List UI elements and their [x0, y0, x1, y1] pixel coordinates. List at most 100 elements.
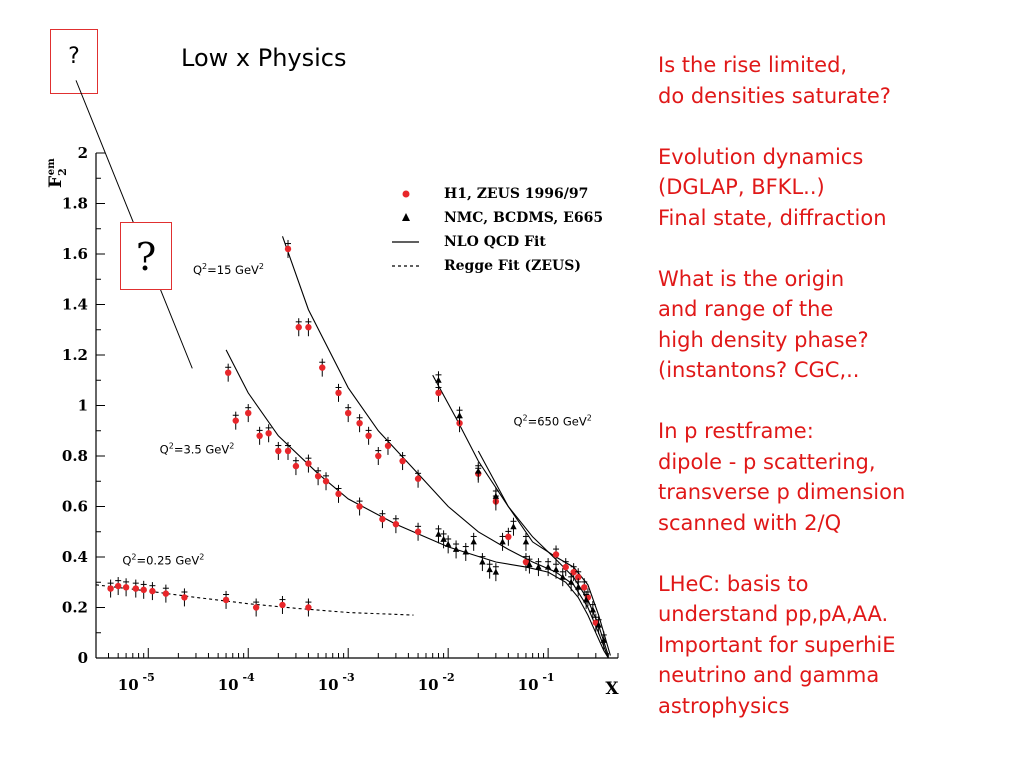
y-tick-label: 0: [78, 649, 88, 667]
h1-zeus-point: [305, 460, 312, 467]
nmc-bcdms-e665-point: [510, 523, 517, 530]
nmc-bcdms-e665-point: [492, 568, 500, 575]
note-line: neutrino and gamma: [658, 663, 880, 687]
h1-zeus-point: [305, 324, 312, 331]
h1-zeus-point: [132, 585, 139, 592]
h1-zeus-point: [575, 574, 582, 581]
h1-zeus-point: [356, 419, 363, 427]
nmc-bcdms-e665-point: [522, 538, 530, 545]
h1-zeus-point: [384, 442, 392, 450]
nmc-bcdms-e665-point: [595, 621, 602, 628]
nmc-bcdms-e665-point: [444, 540, 452, 547]
h1-zeus-point: [392, 520, 400, 528]
note-line: understand pp,pA,AA.: [658, 602, 889, 626]
legend-label: Regge Fit (ZEUS): [444, 258, 581, 274]
h1-zeus-point: [322, 478, 330, 485]
nmc-bcdms-e665-point: [589, 606, 597, 613]
h1-zeus-point: [222, 596, 230, 604]
note-paragraph: In p restframe: dipole - p scattering, tra…: [658, 416, 1018, 538]
h1-zeus-point: [275, 447, 282, 455]
x-axis-title: X: [605, 679, 619, 699]
note-line: and range of the: [658, 297, 834, 321]
note-line: do densities saturate?: [658, 83, 891, 108]
h1-zeus-point: [252, 604, 260, 611]
h1-zeus-point: [107, 585, 114, 592]
h1-zeus-point: [552, 551, 560, 558]
note-line: In p restframe:: [658, 419, 814, 443]
nmc-bcdms-e665-point: [435, 376, 442, 383]
nmc-bcdms-e665-point: [492, 492, 500, 499]
note-line: Evolution dynamics: [658, 144, 864, 169]
note-line: LHeC: basis to: [658, 571, 809, 596]
legend-label: NLO QCD Fit: [444, 234, 546, 250]
nmc-bcdms-e665-point: [440, 535, 447, 542]
regge-fit-curve: [95, 584, 414, 616]
note-line: Is the rise limited,: [658, 53, 848, 77]
nmc-bcdms-e665-point: [582, 596, 590, 603]
nmc-bcdms-e665-point: [470, 538, 477, 545]
h1-zeus-point: [562, 563, 569, 571]
h1-zeus-point: [335, 389, 342, 397]
h1-zeus-point: [375, 452, 382, 460]
nmc-bcdms-e665-point: [600, 636, 607, 643]
nmc-bcdms-e665-point: [575, 583, 582, 590]
legend-fixed-target-marker: [402, 213, 410, 221]
note-line: astrophysics: [658, 693, 790, 718]
nmc-bcdms-e665-point: [567, 578, 575, 585]
q2-label: Q2=3.5 GeV2: [160, 441, 235, 456]
h1-zeus-point: [114, 582, 122, 590]
nmc-bcdms-e665-point: [499, 538, 506, 545]
h1-zeus-point: [256, 432, 263, 439]
q2-label: Q2=0.25 GeV2: [122, 553, 204, 568]
nmc-bcdms-e665-point: [479, 558, 486, 565]
note-paragraph: What is the origin and range of the high d…: [658, 264, 1018, 386]
legend-label: H1, ZEUS 1996/97: [444, 186, 588, 202]
x-tick-label: 10 -3: [318, 671, 355, 694]
h1-zeus-point: [319, 364, 326, 371]
h1-zeus-point: [414, 475, 422, 482]
h1-zeus-point: [284, 447, 292, 455]
note-line: Final state, diffraction: [658, 205, 887, 230]
note-line: high density phase?: [658, 327, 869, 352]
y-tick-label: 0.8: [62, 447, 88, 465]
h1-zeus-point: [181, 594, 188, 601]
h1-zeus-point: [365, 432, 372, 439]
h1-zeus-point: [232, 417, 239, 424]
h1-zeus-point: [505, 533, 512, 540]
note-line: Important for superhiE: [658, 632, 896, 657]
h1-zeus-point: [292, 462, 300, 470]
h1-zeus-point: [305, 604, 312, 611]
y-tick-label: 2: [78, 144, 88, 162]
x-tick-label: 10 -5: [118, 671, 155, 694]
h1-zeus-point: [284, 245, 292, 253]
nmc-bcdms-e665-point: [452, 545, 460, 552]
note-line: What is the origin: [658, 266, 845, 291]
note-line: (instantons? CGC,..: [658, 358, 860, 382]
h1-zeus-point: [224, 369, 232, 376]
y-tick-label: 0.6: [62, 498, 88, 516]
legend-label: NMC, BCDMS, E665: [444, 210, 603, 226]
h1-zeus-point: [122, 584, 130, 591]
note-line: transverse p dimension: [658, 480, 906, 504]
note-line: dipole - p scattering,: [658, 449, 876, 474]
x-tick-label: 10 -1: [518, 671, 555, 694]
y-tick-label: 0.4: [62, 548, 88, 566]
y-tick-label: 1.6: [62, 245, 88, 263]
h1-zeus-point: [140, 586, 147, 594]
h1-zeus-point: [581, 584, 588, 591]
y-tick-label: 1.2: [62, 346, 88, 364]
h1-zeus-point: [279, 601, 286, 609]
nmc-bcdms-e665-point: [535, 563, 542, 570]
h1-zeus-point: [149, 587, 156, 595]
question-box-top: ?: [50, 29, 98, 94]
slide-title: Low x Physics: [181, 44, 347, 72]
note-line: scanned with 2/Q: [658, 510, 842, 535]
h1-zeus-point: [570, 568, 577, 576]
note-line: (DGLAP, BFKL..): [658, 175, 825, 199]
x-tick-label: 10 -2: [418, 671, 455, 694]
h1-zeus-point: [295, 324, 302, 331]
h1-zeus-point: [314, 473, 322, 480]
h1-zeus-point: [162, 590, 170, 597]
nmc-bcdms-e665-point: [456, 412, 463, 419]
